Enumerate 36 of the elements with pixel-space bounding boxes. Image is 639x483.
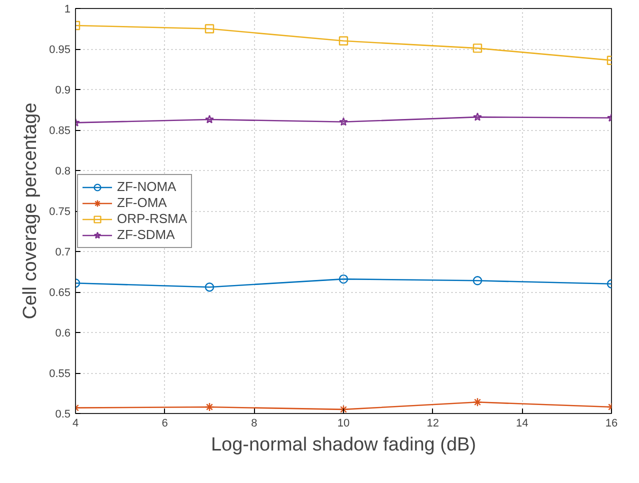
point xyxy=(338,404,348,414)
legend-label: ZF-SDMA xyxy=(117,226,175,242)
x-tick-label: 16 xyxy=(605,418,618,430)
point xyxy=(472,44,482,53)
x-axis-title: Log-normal shadow fading (dB) xyxy=(210,434,476,456)
legend-label: ZF-OMA xyxy=(117,194,167,210)
x-tick-label: 8 xyxy=(251,418,258,430)
point xyxy=(338,274,348,284)
y-tick-label: 0.65 xyxy=(49,287,71,299)
y-tick-label: 0.8 xyxy=(55,166,71,178)
point xyxy=(204,282,214,292)
point xyxy=(204,402,214,412)
y-tick-label: 0.9 xyxy=(55,84,71,96)
legend-label: ORP-RSMA xyxy=(117,210,188,226)
point xyxy=(339,117,348,126)
legend-label: ZF-NOMA xyxy=(117,178,176,194)
x-tick-label: 4 xyxy=(72,418,79,430)
x-tick-label: 14 xyxy=(516,418,528,430)
y-tick-label: 0.6 xyxy=(55,328,71,340)
y-tick-label: 0.55 xyxy=(49,368,71,380)
y-tick-label: 0.95 xyxy=(49,44,71,56)
point xyxy=(205,114,214,124)
x-tick-label: 12 xyxy=(426,418,439,430)
point xyxy=(473,112,482,121)
y-axis-title: Cell coverage percentage xyxy=(20,102,42,320)
y-tick-label: 0.7 xyxy=(55,246,71,258)
x-tick-label: 6 xyxy=(162,418,168,430)
y-tick-label: 0.85 xyxy=(49,125,71,137)
y-tick-label: 0.5 xyxy=(55,408,71,420)
point xyxy=(472,398,482,407)
point xyxy=(204,24,214,34)
point xyxy=(472,276,482,286)
x-tick-label: 10 xyxy=(337,418,350,430)
y-tick-label: 1 xyxy=(64,4,71,16)
point xyxy=(338,36,348,46)
y-tick-label: 0.75 xyxy=(49,206,71,218)
